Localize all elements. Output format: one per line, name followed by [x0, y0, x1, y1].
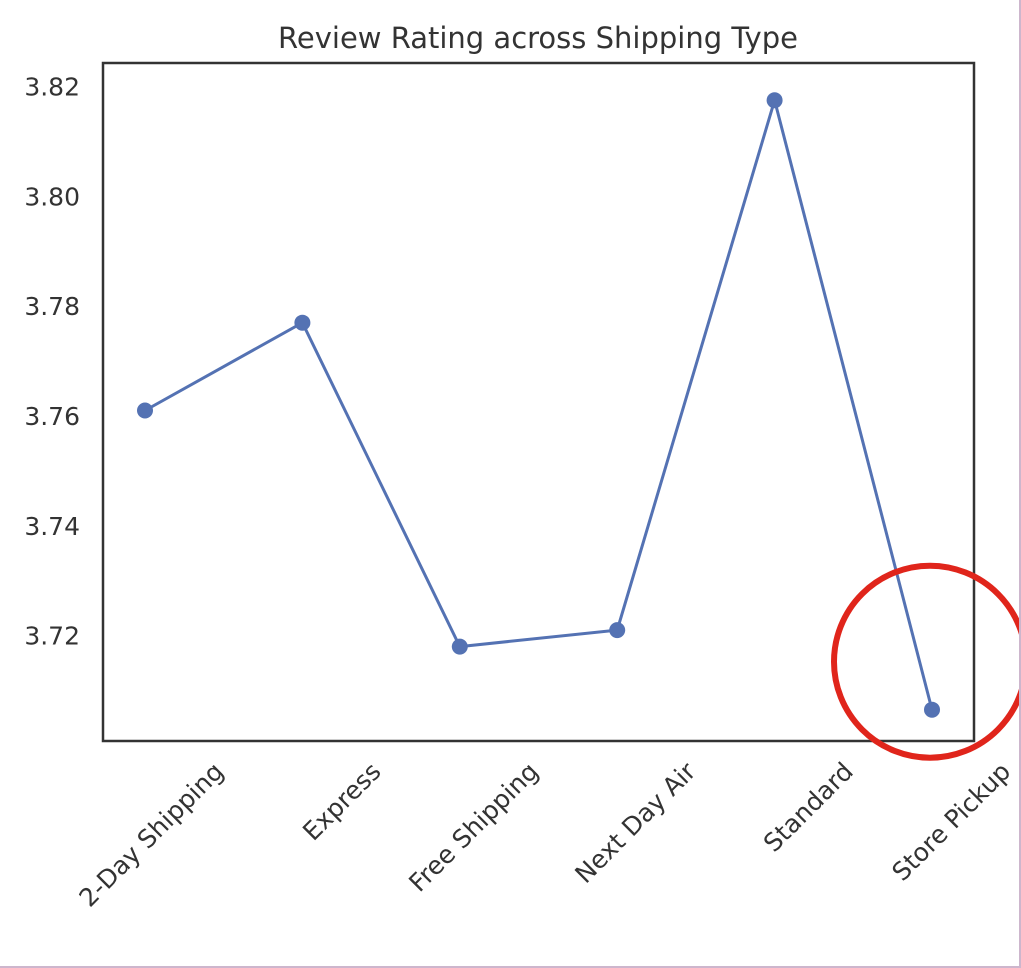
x-tick-label: Store Pickup [886, 757, 1016, 887]
x-tick-label: 2-Day Shipping [73, 757, 229, 913]
data-point [451, 638, 468, 655]
data-point [294, 314, 311, 331]
y-tick-label: 3.76 [24, 402, 80, 431]
highlight-circle-annotation [831, 562, 1019, 761]
y-tick-label: 3.78 [24, 292, 80, 321]
y-tick-label: 3.72 [24, 622, 80, 651]
x-axis: 2-Day Shipping Express Free Shipping Next D… [73, 756, 1016, 912]
data-point [766, 92, 783, 109]
data-points [137, 92, 940, 718]
x-tick-label: Standard [758, 757, 859, 858]
plot-area [101, 61, 976, 743]
x-tick-label: Next Day Air [569, 756, 702, 889]
x-tick-label: Express [297, 757, 387, 847]
series-line [144, 94, 934, 711]
x-tick-label: Free Shipping [403, 757, 544, 898]
data-point [137, 402, 153, 419]
data-point [924, 701, 940, 718]
y-axis: 3.72 3.74 3.76 3.78 3.80 3.82 [24, 73, 80, 651]
data-point [609, 622, 626, 639]
y-tick-label: 3.80 [24, 182, 80, 211]
chart-title: Review Rating across Shipping Type [278, 21, 798, 55]
y-tick-label: 3.82 [24, 73, 80, 102]
y-tick-label: 3.74 [24, 512, 80, 541]
